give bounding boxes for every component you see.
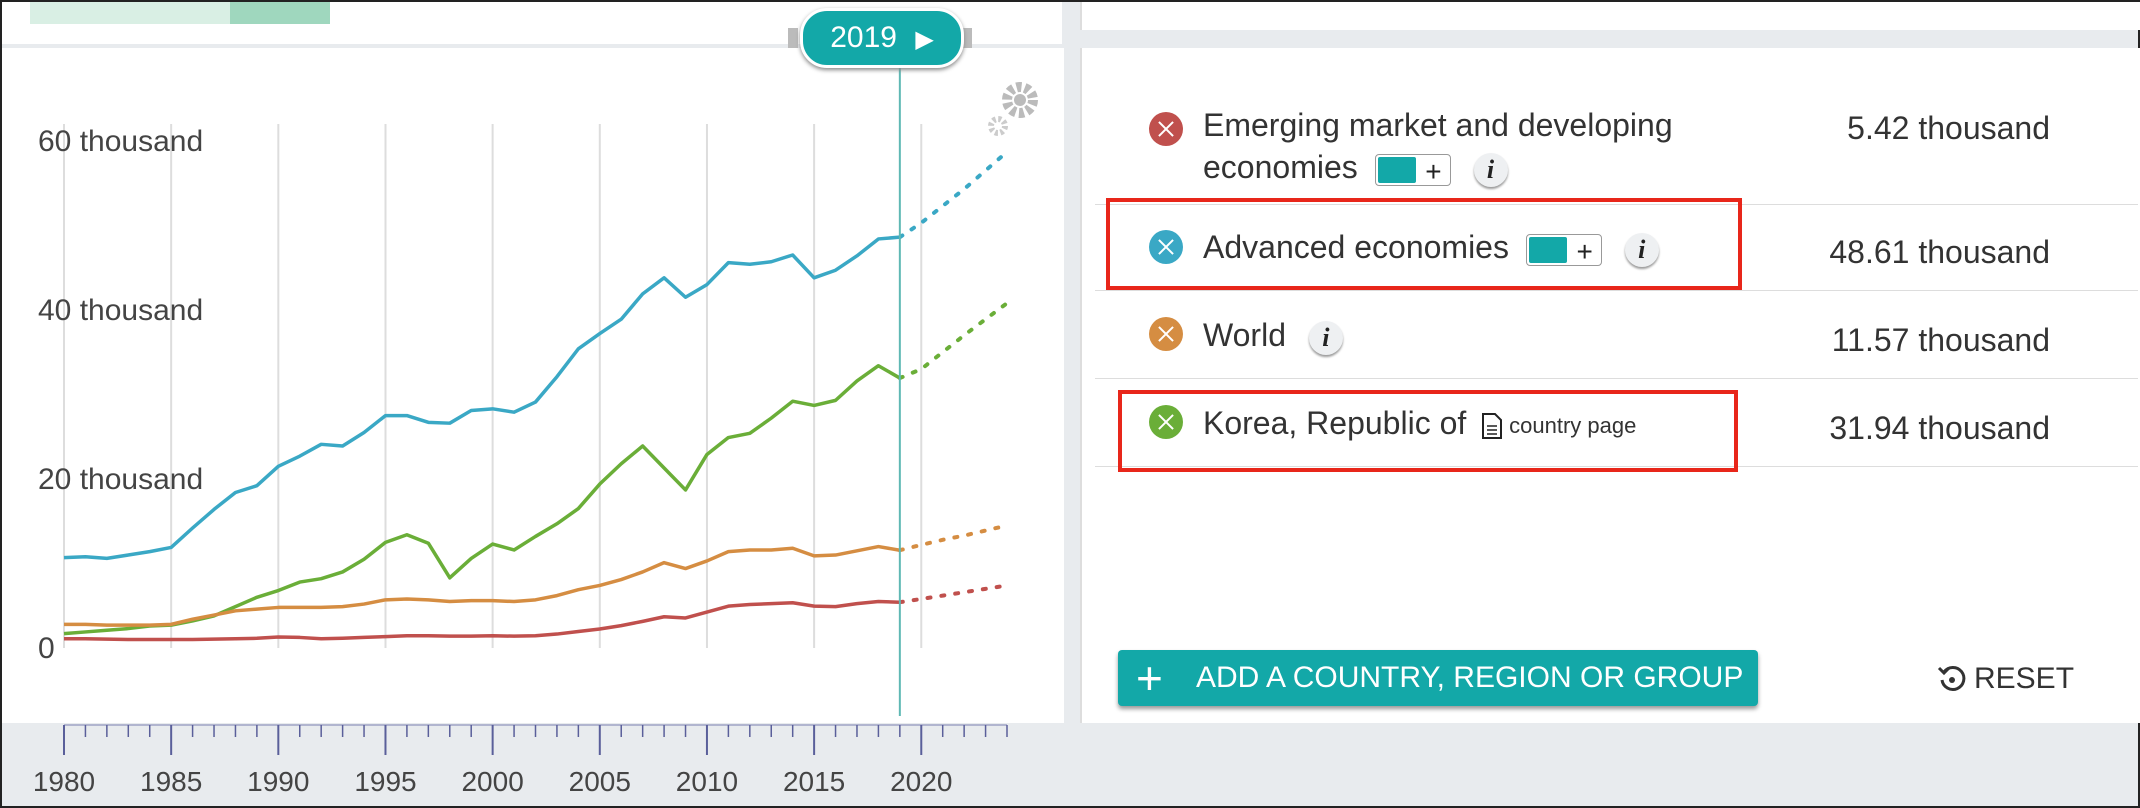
line-chart: 0 20 thousand 40 thousand 60 thousand bbox=[38, 62, 1038, 716]
x-axis: 1980 1985 1990 1995 2000 2005 2010 2015 2020 bbox=[33, 724, 1008, 797]
series-projection bbox=[897, 301, 1009, 381]
remove-series-icon[interactable] bbox=[1149, 405, 1183, 439]
highlight-box-korea bbox=[1118, 390, 1738, 472]
slider-handle-right[interactable] bbox=[962, 28, 972, 48]
info-icon[interactable]: i bbox=[1624, 232, 1659, 267]
reset-icon bbox=[1937, 665, 1966, 691]
x-tick-label: 2020 bbox=[890, 766, 952, 797]
x-axis-strip: 1980 1985 1990 1995 2000 2005 2010 2015 2020 bbox=[2, 723, 2138, 806]
map-panel-right bbox=[1080, 2, 2140, 30]
legend-label: Advanced economies + i bbox=[1203, 226, 1659, 268]
series-projection bbox=[897, 583, 1009, 605]
legend-swatch-low bbox=[230, 2, 330, 24]
x-tick-label: 1985 bbox=[140, 766, 202, 797]
legend-label-line2: economies bbox=[1203, 149, 1358, 185]
legend-value: 11.57 thousand bbox=[1831, 322, 2050, 358]
legend-row-emerging: Emerging market and developing economies… bbox=[1095, 96, 2138, 205]
legend-swatch-no-data bbox=[30, 2, 230, 24]
series-projection bbox=[897, 149, 1009, 240]
country-page-text: country page bbox=[1509, 412, 1637, 438]
x-tick-label: 2005 bbox=[569, 766, 631, 797]
y-tick-label: 40 thousand bbox=[38, 294, 203, 327]
x-tick-label: 1990 bbox=[247, 766, 309, 797]
series-projection bbox=[897, 523, 1009, 553]
plus-icon: + bbox=[1136, 652, 1163, 704]
legend-label-line1: Emerging market and developing bbox=[1203, 107, 1673, 143]
info-icon[interactable]: i bbox=[1473, 152, 1508, 187]
info-icon[interactable]: i bbox=[1308, 320, 1343, 355]
compare-toggle[interactable]: + bbox=[1525, 233, 1602, 267]
plus-icon: + bbox=[1425, 155, 1442, 187]
highlight-box-advanced bbox=[1106, 198, 1742, 290]
slider-handle-left[interactable] bbox=[788, 28, 798, 48]
settings-gear-icon[interactable] bbox=[988, 82, 1038, 136]
document-icon bbox=[1482, 412, 1503, 439]
chart-panel: 0 20 thousand 40 thousand 60 thousand bbox=[2, 48, 1064, 723]
legend-label-text: World bbox=[1203, 317, 1286, 353]
x-tick-label: 1995 bbox=[354, 766, 416, 797]
remove-series-icon[interactable] bbox=[1149, 317, 1183, 351]
add-country-label: ADD A COUNTRY, REGION OR GROUP bbox=[1196, 661, 1744, 694]
x-tick-label: 1980 bbox=[33, 766, 95, 797]
x-tick-label: 2010 bbox=[676, 766, 738, 797]
legend-row-korea: Korea, Republic of country page 31.94 th… bbox=[1095, 378, 2138, 467]
legend-label-text: Advanced economies bbox=[1203, 229, 1509, 265]
y-tick-label: 60 thousand bbox=[38, 125, 203, 158]
series-line[interactable] bbox=[63, 363, 901, 636]
x-tick-label: 2000 bbox=[461, 766, 523, 797]
legend-label: World i bbox=[1203, 314, 1343, 356]
y-tick-label: 0 bbox=[38, 632, 55, 665]
compare-toggle[interactable]: + bbox=[1374, 153, 1451, 187]
add-country-button[interactable]: + ADD A COUNTRY, REGION OR GROUP bbox=[1118, 650, 1758, 706]
play-icon: ▶ bbox=[915, 26, 934, 53]
series-line[interactable] bbox=[64, 544, 901, 627]
legend-label: Emerging market and developing economies… bbox=[1203, 104, 1673, 188]
year-label: 2019 bbox=[830, 21, 897, 54]
plus-icon: + bbox=[1576, 235, 1593, 267]
remove-series-icon[interactable] bbox=[1149, 230, 1183, 264]
legend-row-advanced: Advanced economies + i 48.61 thousand bbox=[1095, 204, 2138, 291]
legend-value: 48.61 thousand bbox=[1829, 234, 2050, 270]
remove-series-icon[interactable] bbox=[1149, 112, 1183, 146]
legend-panel bbox=[1080, 48, 2140, 723]
legend-value: 5.42 thousand bbox=[1847, 110, 2050, 146]
legend-label-text: Korea, Republic of bbox=[1203, 405, 1467, 441]
x-tick-label: 2015 bbox=[783, 766, 845, 797]
legend-value: 31.94 thousand bbox=[1829, 410, 2050, 446]
year-play-button[interactable]: 2019 ▶ bbox=[800, 8, 964, 68]
legend-label: Korea, Republic of country page bbox=[1203, 402, 1636, 447]
toggle-fill bbox=[1528, 236, 1567, 263]
y-tick-label: 20 thousand bbox=[38, 463, 203, 496]
country-page-link[interactable]: country page bbox=[1475, 405, 1636, 441]
legend-row-world: World i 11.57 thousand bbox=[1095, 290, 2138, 379]
reset-button[interactable]: RESET bbox=[1936, 662, 2074, 696]
reset-label: RESET bbox=[1974, 662, 2075, 695]
series-line[interactable] bbox=[64, 599, 900, 642]
toggle-fill bbox=[1377, 156, 1416, 183]
series-line[interactable] bbox=[63, 235, 900, 561]
